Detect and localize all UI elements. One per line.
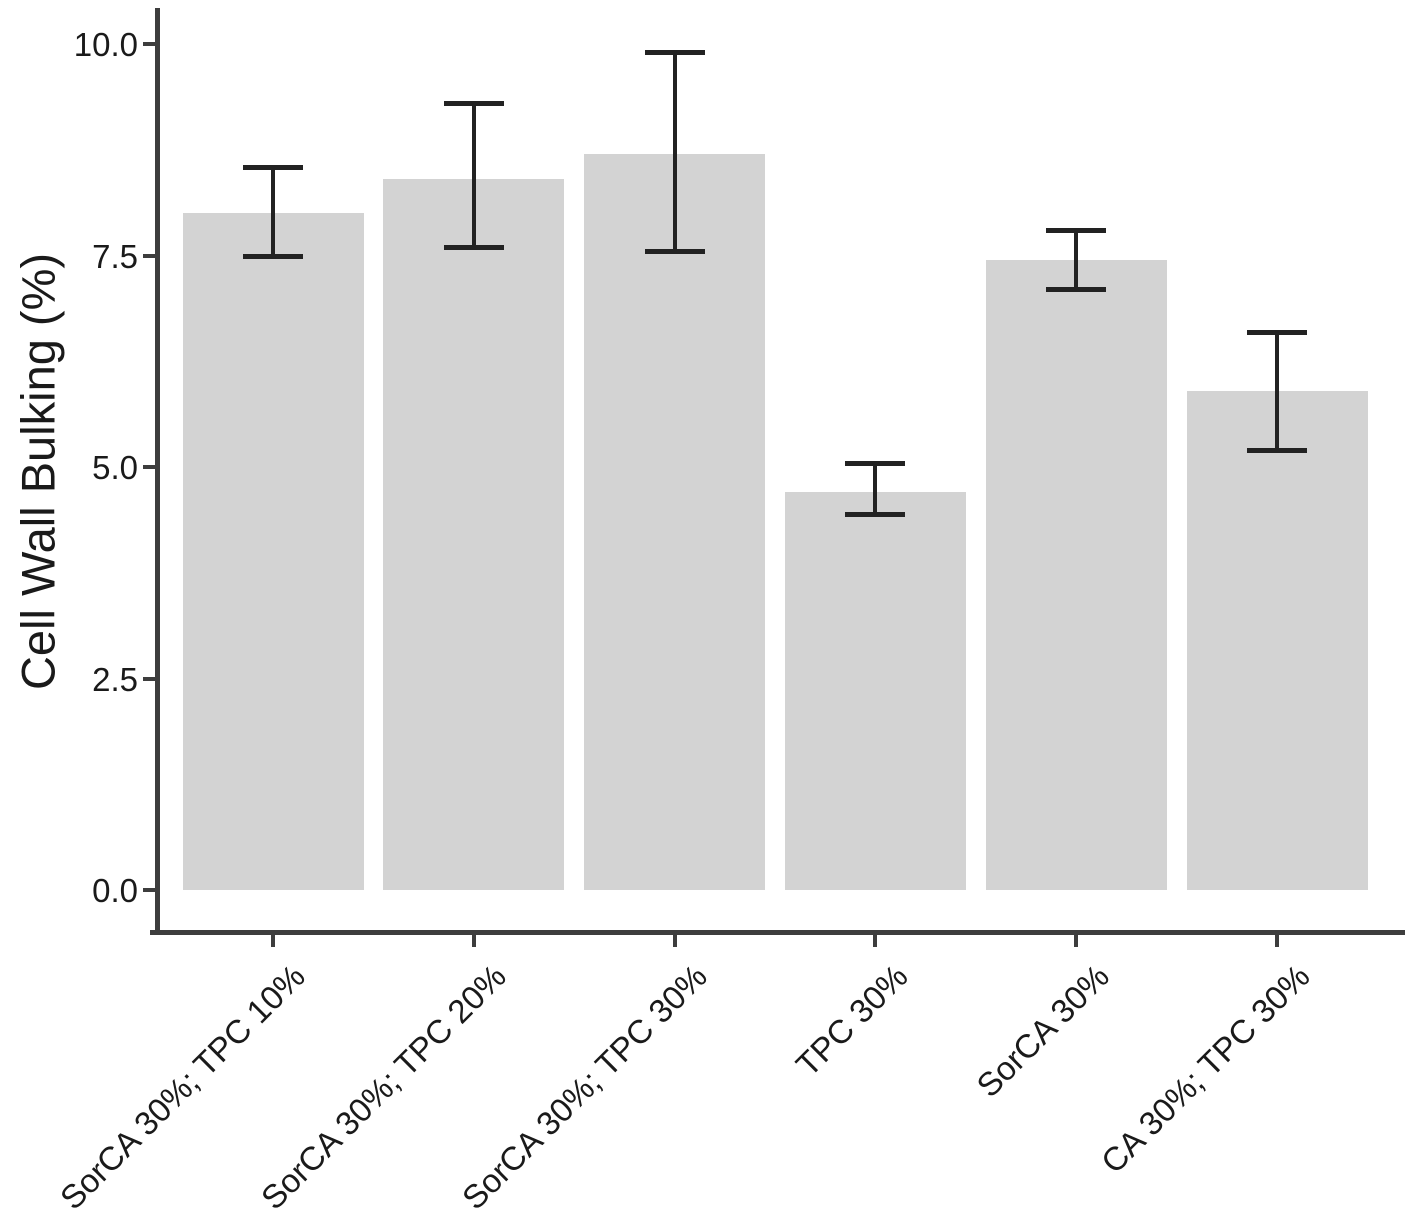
error-bar-cap-bottom [1046,287,1107,293]
error-bar-cap-top [1247,329,1307,335]
error-bar-cap-top [845,460,906,466]
error-bar-cap-bottom [243,253,303,259]
error-bar-cap-top [644,50,705,56]
y-axis-line [155,8,160,935]
x-tick-label: SorCA 30% [968,957,1116,1105]
y-tick-label: 7.5 [92,237,138,275]
bar [784,492,966,890]
y-tick-label: 2.5 [92,660,138,698]
x-tick-label: CA 30%; TPC 30% [1093,957,1317,1181]
y-tick-mark [143,42,156,46]
x-tick-mark [1074,935,1079,947]
error-bar-cap-bottom [443,245,504,251]
error-bar-cap-bottom [845,511,906,517]
bar [985,259,1167,890]
error-bar-stem [873,462,878,514]
y-tick-mark [143,676,156,681]
error-bar-stem [1074,230,1079,290]
error-bar-stem [271,166,275,256]
error-bar-cap-top [243,164,303,170]
y-tick-label: 10.0 [73,26,138,63]
error-bar-cap-top [443,101,504,107]
error-bar-cap-bottom [644,249,705,255]
bar [182,213,364,890]
y-tick-label: 0.0 [92,872,138,909]
y-tick-mark [143,253,156,258]
error-bar-cap-top [1046,228,1107,234]
x-tick-label: TPC 30% [788,957,915,1084]
x-tick-mark [1275,935,1279,947]
error-bar-stem [1275,331,1279,451]
x-tick-mark [873,935,878,947]
x-tick-mark [471,935,476,947]
y-tick-mark [143,465,156,469]
error-bar-stem [471,103,476,248]
bar [584,153,766,890]
bar [1186,390,1368,890]
error-bar-cap-bottom [1247,448,1307,454]
bar [383,179,565,890]
error-bar-stem [672,52,677,252]
x-tick-mark [271,935,275,947]
y-tick-label: 5.0 [92,449,138,486]
x-axis-line [150,930,1405,935]
x-tick-mark [672,935,677,947]
y-tick-mark [143,888,156,892]
